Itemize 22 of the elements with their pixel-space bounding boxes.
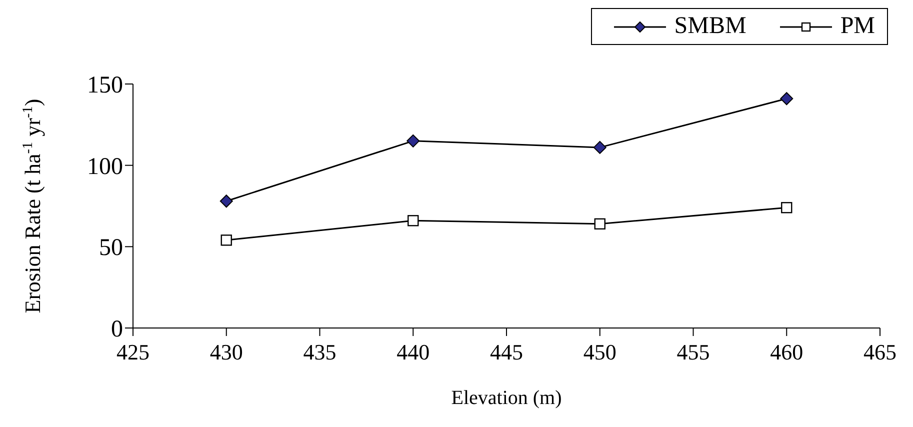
point [594,218,606,230]
x-tick-label: 435 [303,340,336,365]
x-tick-label: 450 [583,340,616,365]
point [408,215,419,226]
point [781,202,792,214]
x-axis-title: Elevation (m) [451,387,562,409]
x-tick-label: 455 [676,340,710,365]
x-tick-label: 440 [396,340,430,365]
y-tick-label: 50 [99,235,123,262]
x-tick-label: 445 [490,340,523,365]
y-tick-label: 100 [87,154,123,180]
legend-label: SMBM [674,13,746,40]
point [220,234,232,246]
x-tick-label: 430 [210,340,243,365]
x-tick-label: 465 [864,340,896,365]
legend-label: PM [840,13,875,40]
point [220,194,233,208]
point [406,134,420,148]
point [593,140,606,154]
point [780,92,794,106]
y-tick-label: 150 [87,72,123,99]
x-tick-label: 460 [770,340,804,365]
